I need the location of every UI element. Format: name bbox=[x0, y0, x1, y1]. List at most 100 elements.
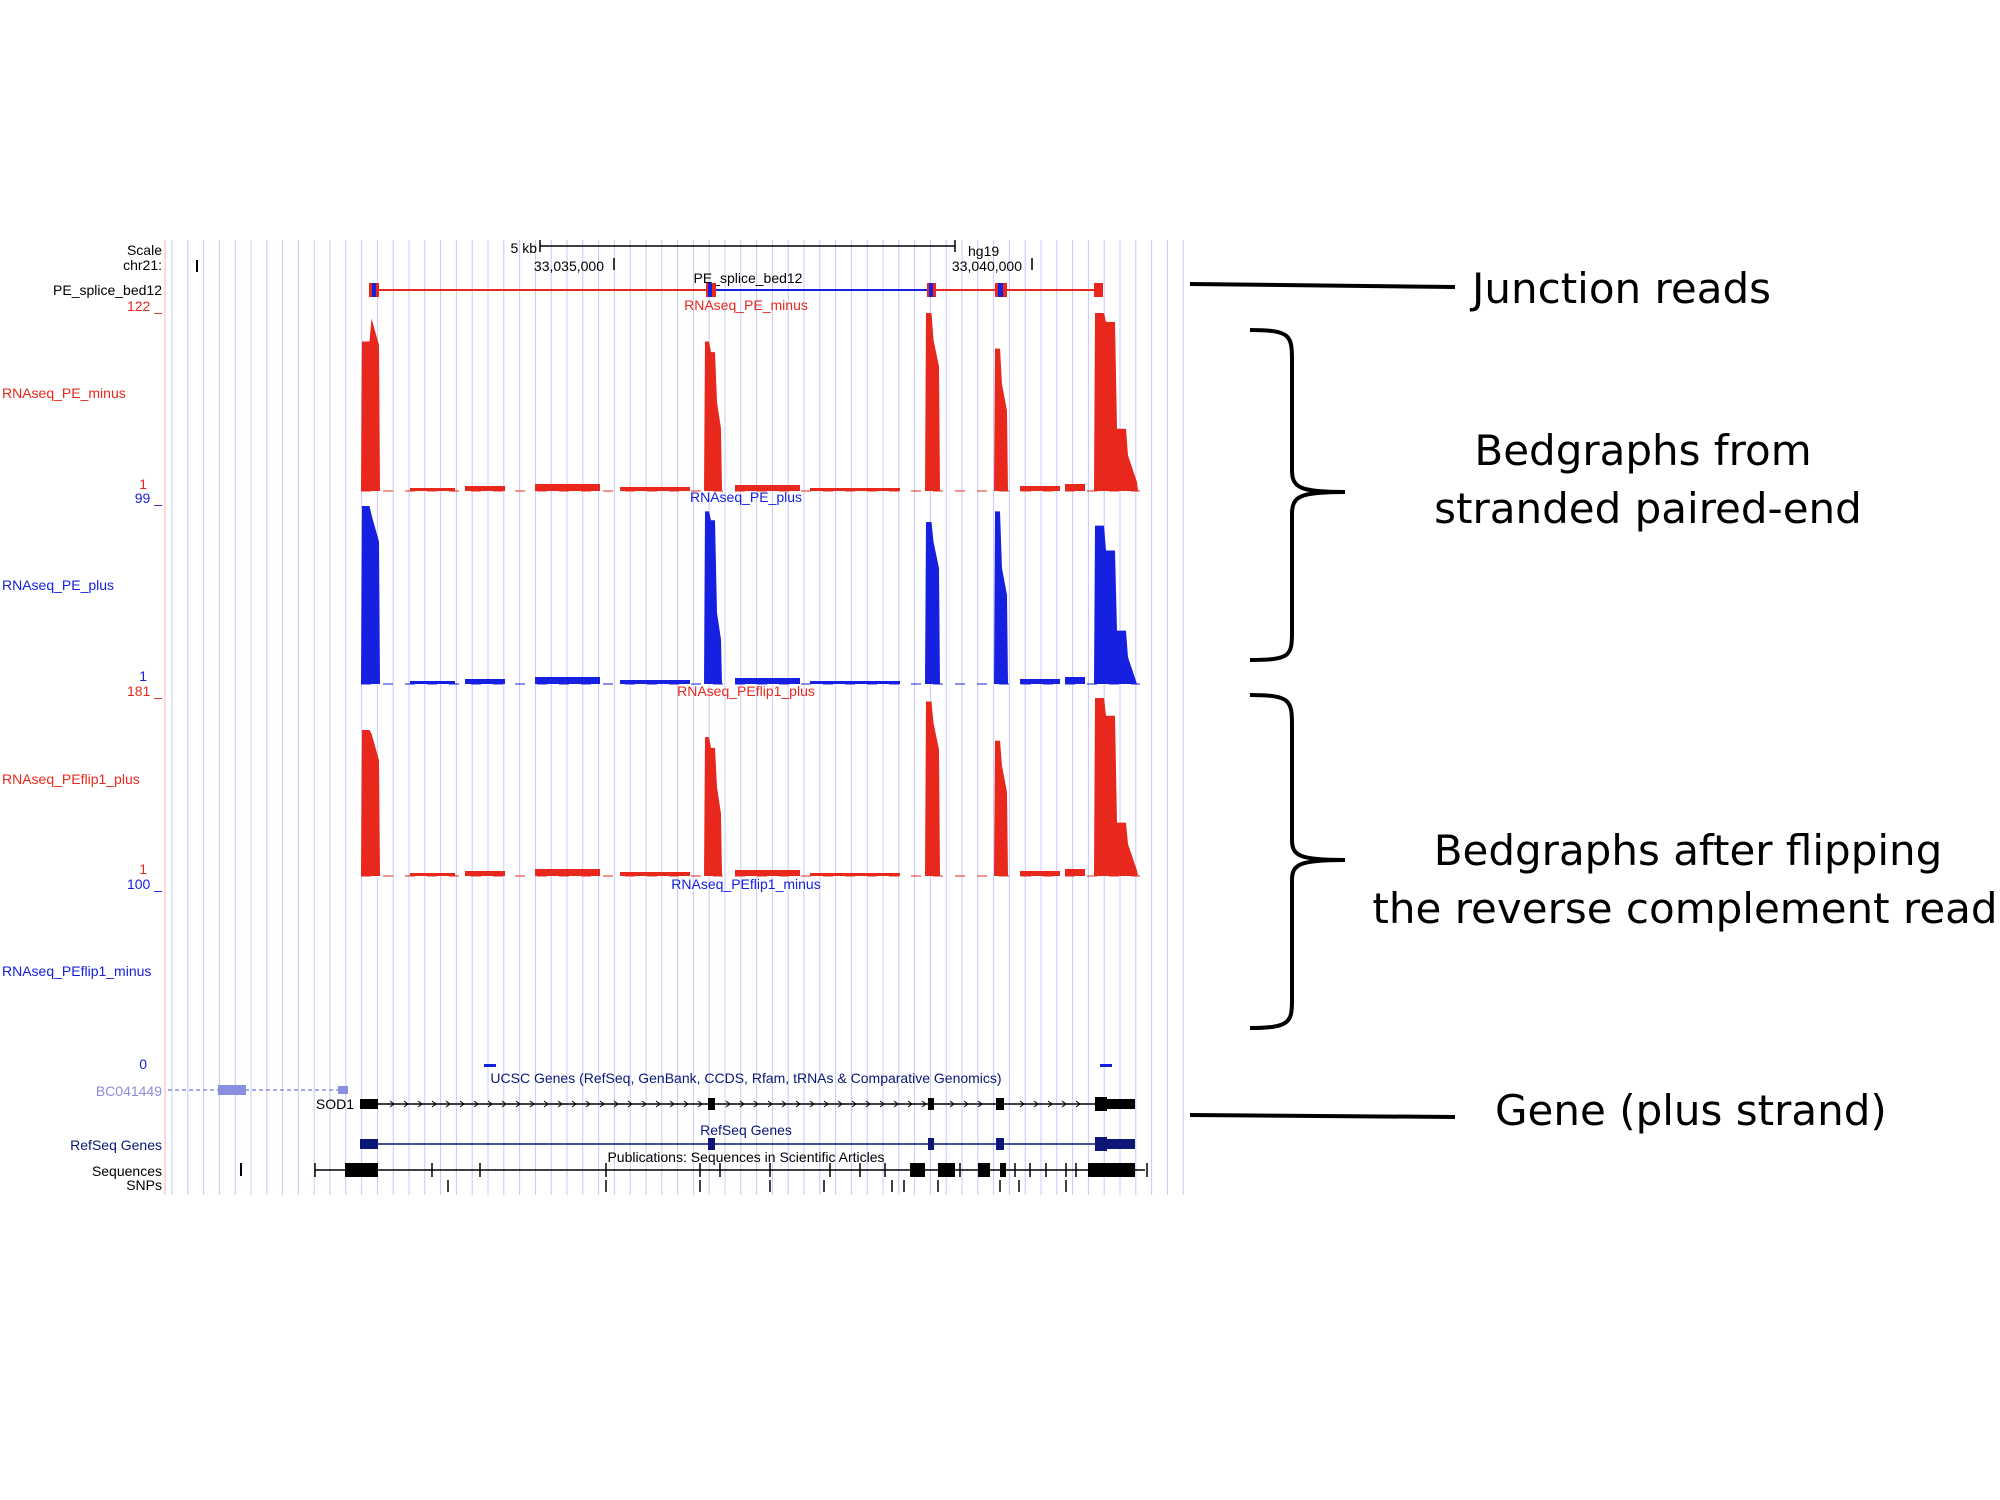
junction-block bbox=[1094, 283, 1103, 297]
strand-arrow bbox=[907, 1100, 913, 1108]
sequence-block bbox=[1088, 1163, 1135, 1177]
strand-arrow bbox=[557, 1100, 563, 1108]
coverage-peak bbox=[1094, 698, 1138, 876]
sequence-marks bbox=[240, 1163, 1148, 1177]
strand-arrow bbox=[641, 1100, 647, 1108]
coverage-blip bbox=[1100, 1064, 1112, 1067]
strand-arrow bbox=[487, 1100, 493, 1108]
strand-arrow bbox=[1075, 1100, 1081, 1108]
coverage-low-signal bbox=[810, 873, 900, 876]
sequences-label: Sequences bbox=[92, 1163, 162, 1179]
strand-arrow bbox=[599, 1100, 605, 1108]
flipped-label-line2: the reverse complement read bbox=[1372, 884, 1997, 933]
sequence-block bbox=[938, 1163, 955, 1177]
strand-arrow bbox=[473, 1100, 479, 1108]
gene-plus-strand-label: Gene (plus strand) bbox=[1495, 1086, 1887, 1135]
coverage-low-signal bbox=[535, 484, 600, 491]
coverage-low-signal bbox=[735, 870, 800, 876]
track-max-label: 181 _ bbox=[127, 683, 162, 699]
strand-arrows bbox=[389, 1100, 1081, 1108]
coverage-low-signal bbox=[410, 488, 455, 491]
strand-arrow bbox=[1033, 1100, 1039, 1108]
track-min-label: 0 bbox=[139, 1056, 147, 1072]
junction-block bbox=[708, 283, 712, 297]
ucsc-genes-title: UCSC Genes (RefSeq, GenBank, CCDS, Rfam,… bbox=[490, 1070, 1001, 1086]
junction-track: PE_splice_bed12 PE_splice_bed12 bbox=[53, 270, 1103, 298]
snp-marks bbox=[447, 1180, 1067, 1192]
gene-exon bbox=[928, 1098, 934, 1110]
gene-exon bbox=[218, 1085, 246, 1095]
gene-label-bc041449: BC041449 bbox=[96, 1083, 162, 1099]
strand-arrow bbox=[501, 1100, 507, 1108]
junction-reads-label: Junction reads bbox=[1469, 264, 1771, 313]
gene-exon bbox=[1095, 1137, 1107, 1151]
coverage-peak bbox=[361, 506, 380, 684]
strand-arrow bbox=[585, 1100, 591, 1108]
track-title: RNAseq_PEflip1_minus bbox=[671, 876, 820, 892]
strand-arrow bbox=[725, 1100, 731, 1108]
coverage-peak bbox=[925, 701, 940, 876]
strand-arrow bbox=[977, 1100, 983, 1108]
track-side-label: RNAseq_PEflip1_minus bbox=[2, 963, 151, 979]
gene-exon bbox=[996, 1098, 1004, 1110]
refseq-label: RefSeq Genes bbox=[70, 1137, 162, 1153]
track-side-label: RNAseq_PE_minus bbox=[2, 385, 126, 401]
gene-exon bbox=[360, 1099, 378, 1109]
scale-label: Scale bbox=[127, 242, 162, 258]
gene-exon bbox=[1095, 1097, 1107, 1111]
coverage-low-signal bbox=[620, 680, 690, 684]
track-min-label: 1 bbox=[139, 476, 147, 492]
snps-label: SNPs bbox=[126, 1177, 162, 1193]
coverage-low-signal bbox=[735, 485, 800, 491]
strand-arrow bbox=[921, 1100, 927, 1108]
stranded-label-line2: stranded paired-end bbox=[1434, 484, 1862, 533]
track-title: RNAseq_PEflip1_plus bbox=[677, 683, 815, 699]
strand-arrow bbox=[613, 1100, 619, 1108]
gene-exon bbox=[708, 1098, 715, 1110]
coverage-peak bbox=[704, 511, 722, 684]
publications-title: Publications: Sequences in Scientific Ar… bbox=[607, 1149, 884, 1165]
junction-pointer-line bbox=[1189, 282, 1456, 289]
strand-arrow bbox=[571, 1100, 577, 1108]
coverage-low-signal bbox=[465, 679, 505, 684]
ruler-header: Scale chr21: 5 kb hg19 33,035,000 33,040… bbox=[123, 240, 1033, 274]
coverage-low-signal bbox=[1065, 677, 1085, 684]
gene-label-sod1: SOD1 bbox=[316, 1096, 354, 1112]
coverage-low-signal bbox=[410, 873, 455, 876]
strand-arrow bbox=[515, 1100, 521, 1108]
coverage-low-signal bbox=[410, 681, 455, 684]
gene-exon bbox=[338, 1086, 348, 1094]
track-title: RNAseq_PE_plus bbox=[690, 489, 802, 505]
coverage-peak bbox=[994, 348, 1008, 491]
coverage-low-signal bbox=[735, 678, 800, 684]
strand-arrow bbox=[459, 1100, 465, 1108]
sequences-track: Publications: Sequences in Scientific Ar… bbox=[92, 1149, 1148, 1193]
strand-arrow bbox=[1019, 1100, 1025, 1108]
coverage-plot bbox=[361, 313, 1140, 492]
coverage-low-signal bbox=[1020, 486, 1060, 491]
strand-arrow bbox=[893, 1100, 899, 1108]
strand-arrow bbox=[767, 1100, 773, 1108]
guide-grid bbox=[171, 240, 1184, 1195]
coverage-blip bbox=[484, 1064, 496, 1067]
track-max-label: 100 _ bbox=[127, 876, 162, 892]
stranded-label-line1: Bedgraphs from bbox=[1474, 426, 1811, 475]
strand-arrow bbox=[417, 1100, 423, 1108]
sequence-block bbox=[978, 1163, 990, 1177]
track-min-label: 1 bbox=[139, 668, 147, 684]
position-tick-label: 33,040,000 bbox=[952, 258, 1022, 274]
gene-exon bbox=[1107, 1139, 1135, 1149]
annotations: Junction reads Bedgraphs from stranded p… bbox=[1189, 264, 1998, 1135]
strand-arrow bbox=[431, 1100, 437, 1108]
gene-exon bbox=[708, 1138, 715, 1150]
strand-arrow bbox=[655, 1100, 661, 1108]
strand-arrow bbox=[529, 1100, 535, 1108]
chrom-label: chr21: bbox=[123, 257, 162, 273]
junction-block bbox=[929, 283, 933, 297]
coverage-peak bbox=[994, 740, 1008, 876]
strand-arrow bbox=[781, 1100, 787, 1108]
junction-block bbox=[372, 283, 376, 297]
gene-exon bbox=[996, 1138, 1004, 1150]
coverage-low-signal bbox=[535, 677, 600, 684]
refseq-track: RefSeq Genes RefSeq Genes bbox=[70, 1122, 1135, 1153]
